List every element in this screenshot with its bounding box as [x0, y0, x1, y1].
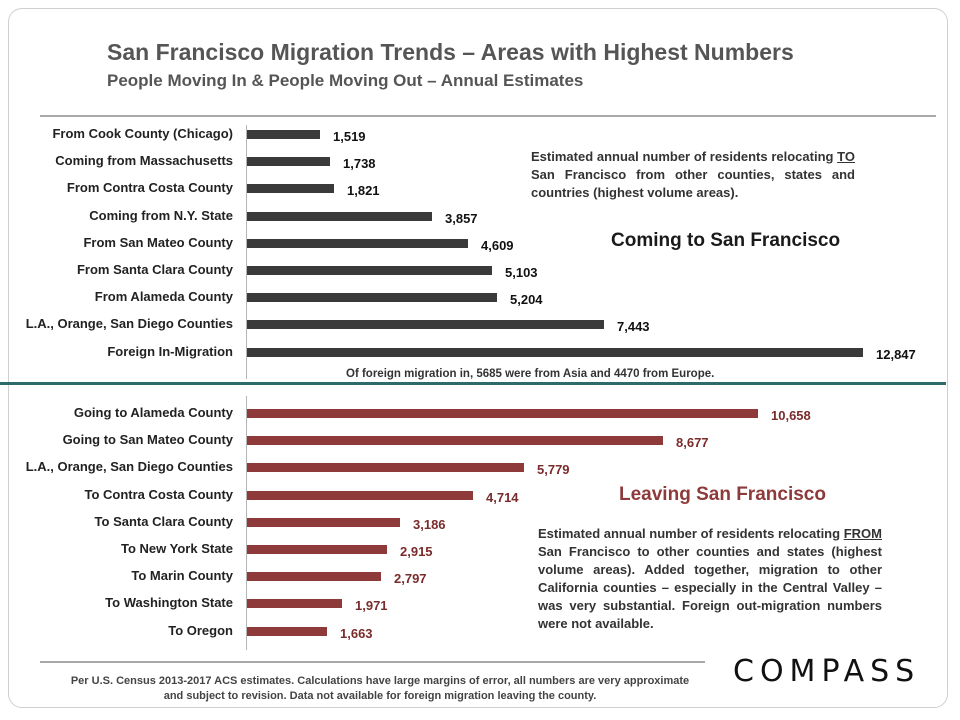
bar — [247, 409, 758, 418]
data-label: 1,821 — [347, 183, 380, 199]
category-label: Foreign In-Migration — [107, 343, 233, 359]
bar — [247, 626, 327, 636]
category-label: L.A., Orange, San Diego Counties — [25, 459, 233, 475]
category-label: Going to San Mateo County — [62, 432, 233, 448]
bar — [247, 293, 497, 303]
data-label: 12,847 — [876, 346, 916, 362]
category-label: From Cook County (Chicago) — [52, 126, 233, 141]
footer-rule — [40, 661, 705, 663]
bar — [247, 320, 604, 330]
bar — [247, 599, 342, 609]
footer-disclaimer: Per U.S. Census 2013-2017 ACS estimates.… — [70, 675, 690, 702]
bar — [247, 238, 468, 248]
bar — [247, 347, 863, 357]
category-label: To Contra Costa County — [84, 486, 233, 502]
section-divider — [0, 382, 946, 385]
header-rule — [40, 115, 936, 117]
category-label: To Marin County — [131, 568, 233, 584]
category-label: Going to Alameda County — [73, 405, 233, 420]
bar — [247, 517, 400, 527]
page-title: San Francisco Migration Trends – Areas w… — [107, 39, 794, 65]
category-label: From Alameda County — [94, 289, 233, 305]
out-chart-note: FROMEstimated annual number of residents… — [538, 526, 882, 631]
data-label: 10,658 — [771, 408, 811, 423]
data-label: 1,738 — [343, 156, 376, 172]
bar — [247, 157, 330, 167]
data-label: 5,204 — [510, 292, 543, 308]
data-label: 2,915 — [400, 544, 433, 559]
bar — [247, 545, 387, 554]
compass-logo: COMPASS — [733, 654, 921, 689]
category-label: To Washington State — [105, 595, 233, 611]
data-label: 8,677 — [676, 435, 709, 451]
category-label: From Contra Costa County — [66, 180, 233, 196]
category-label: Coming from Massachusetts — [55, 153, 233, 169]
bar — [247, 490, 473, 500]
bar — [247, 436, 663, 446]
data-label: 7,443 — [617, 319, 650, 335]
data-label: 1,519 — [333, 129, 366, 144]
category-label: To New York State — [121, 541, 233, 556]
data-label: 1,663 — [340, 625, 373, 641]
bar — [247, 463, 524, 473]
bar — [247, 184, 334, 194]
slide-card — [8, 8, 948, 708]
foreign-migration-note: Of foreign migration in, 5685 were from … — [346, 368, 715, 380]
in-chart-axis — [246, 125, 247, 379]
data-label: 4,609 — [481, 237, 514, 253]
data-label: 1,971 — [355, 598, 388, 614]
in-chart-note: Estimated annual number of residents rel… — [531, 149, 855, 200]
data-label: 3,186 — [413, 516, 446, 532]
bar — [247, 266, 492, 275]
in-chart-title: Coming to San Francisco — [611, 230, 841, 251]
category-label: To Santa Clara County — [94, 513, 233, 529]
data-label: 5,779 — [537, 462, 570, 478]
category-label: To Oregon — [168, 622, 233, 638]
out-chart-axis — [246, 396, 247, 650]
bar — [247, 211, 432, 221]
out-chart-title: Leaving San Francisco — [619, 484, 826, 505]
data-label: 4,714 — [486, 489, 519, 505]
page-subtitle: People Moving In & People Moving Out – A… — [107, 71, 584, 90]
category-label: From San Mateo County — [83, 234, 233, 250]
data-label: 5,103 — [505, 265, 538, 280]
category-label: L.A., Orange, San Diego Counties — [25, 316, 233, 332]
bar — [247, 572, 381, 582]
bar — [247, 130, 320, 139]
category-label: From Santa Clara County — [76, 262, 233, 277]
data-label: 3,857 — [445, 210, 478, 226]
data-label: 2,797 — [394, 571, 427, 587]
category-label: Coming from N.Y. State — [89, 207, 233, 223]
